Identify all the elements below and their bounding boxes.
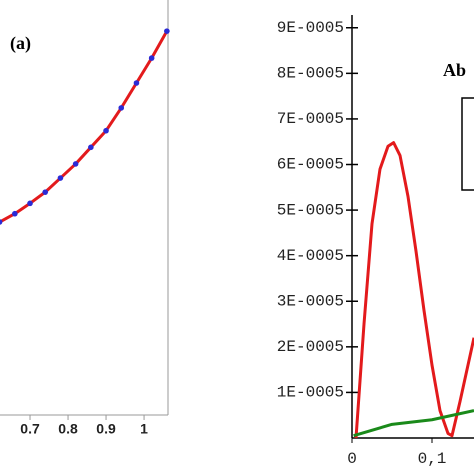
panel-title: Ab xyxy=(443,60,466,80)
data-point xyxy=(88,144,94,151)
x-tick-label: 0.7 xyxy=(20,421,40,437)
data-point xyxy=(103,127,109,134)
data-point xyxy=(42,189,49,195)
data-point xyxy=(72,161,79,167)
data-point xyxy=(0,219,3,225)
y-tick-label: 8E-0005 xyxy=(277,65,344,83)
y-tick-label: 6E-0005 xyxy=(277,156,344,174)
data-point xyxy=(133,80,140,86)
panel-label: (a) xyxy=(10,33,31,54)
x-tick-label: 1 xyxy=(140,421,148,437)
y-tick-label: 3E-0005 xyxy=(277,292,344,310)
x-tick-label: 0,1 xyxy=(418,450,447,468)
data-point xyxy=(27,200,33,207)
data-line xyxy=(0,30,169,224)
x-tick-label: 0.9 xyxy=(96,421,116,437)
legend-box xyxy=(461,97,474,191)
data-point xyxy=(164,28,170,34)
data-point xyxy=(148,55,155,61)
y-tick-label: 1E-0005 xyxy=(277,384,344,402)
y-tick-label: 7E-0005 xyxy=(277,110,344,128)
data-point xyxy=(118,105,125,111)
data-point xyxy=(12,210,18,217)
y-tick-label: 4E-0005 xyxy=(277,247,344,265)
y-tick-label: 9E-0005 xyxy=(277,19,344,37)
y-tick-label: 5E-0005 xyxy=(277,201,344,219)
x-tick-label: 0.8 xyxy=(58,421,78,437)
y-tick-label: 2E-0005 xyxy=(277,338,344,356)
x-tick-label: 0 xyxy=(347,450,357,468)
data-line xyxy=(354,141,474,439)
data-line xyxy=(353,409,474,438)
data-point xyxy=(57,175,64,181)
